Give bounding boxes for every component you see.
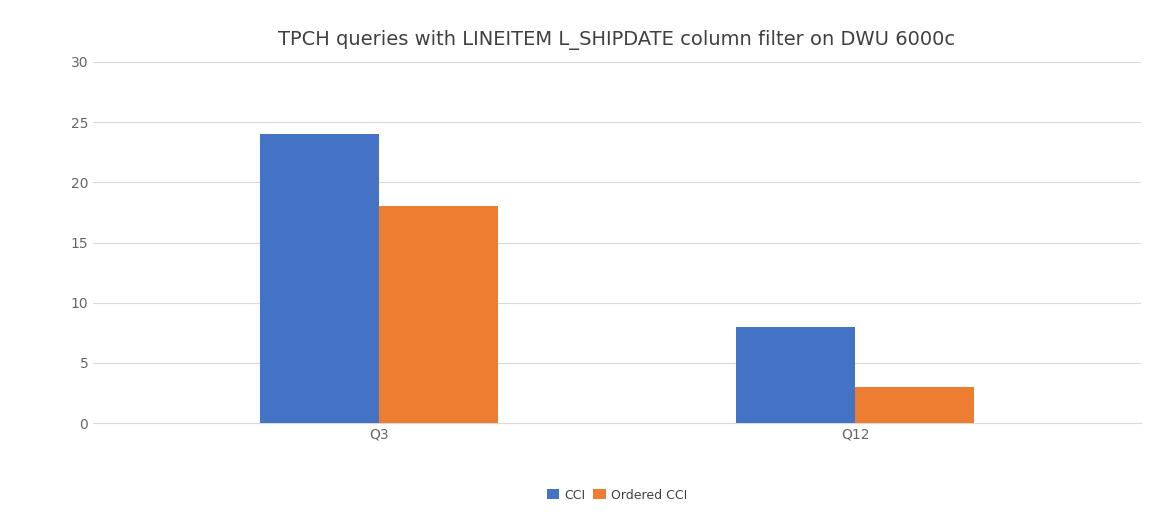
Title: TPCH queries with LINEITEM L_SHIPDATE column filter on DWU 6000c: TPCH queries with LINEITEM L_SHIPDATE co… (278, 30, 956, 50)
Bar (856, 387, 974, 423)
Bar (260, 134, 378, 423)
Bar (736, 327, 856, 423)
Legend: CCI, Ordered CCI: CCI, Ordered CCI (542, 483, 691, 507)
Bar (378, 206, 498, 423)
